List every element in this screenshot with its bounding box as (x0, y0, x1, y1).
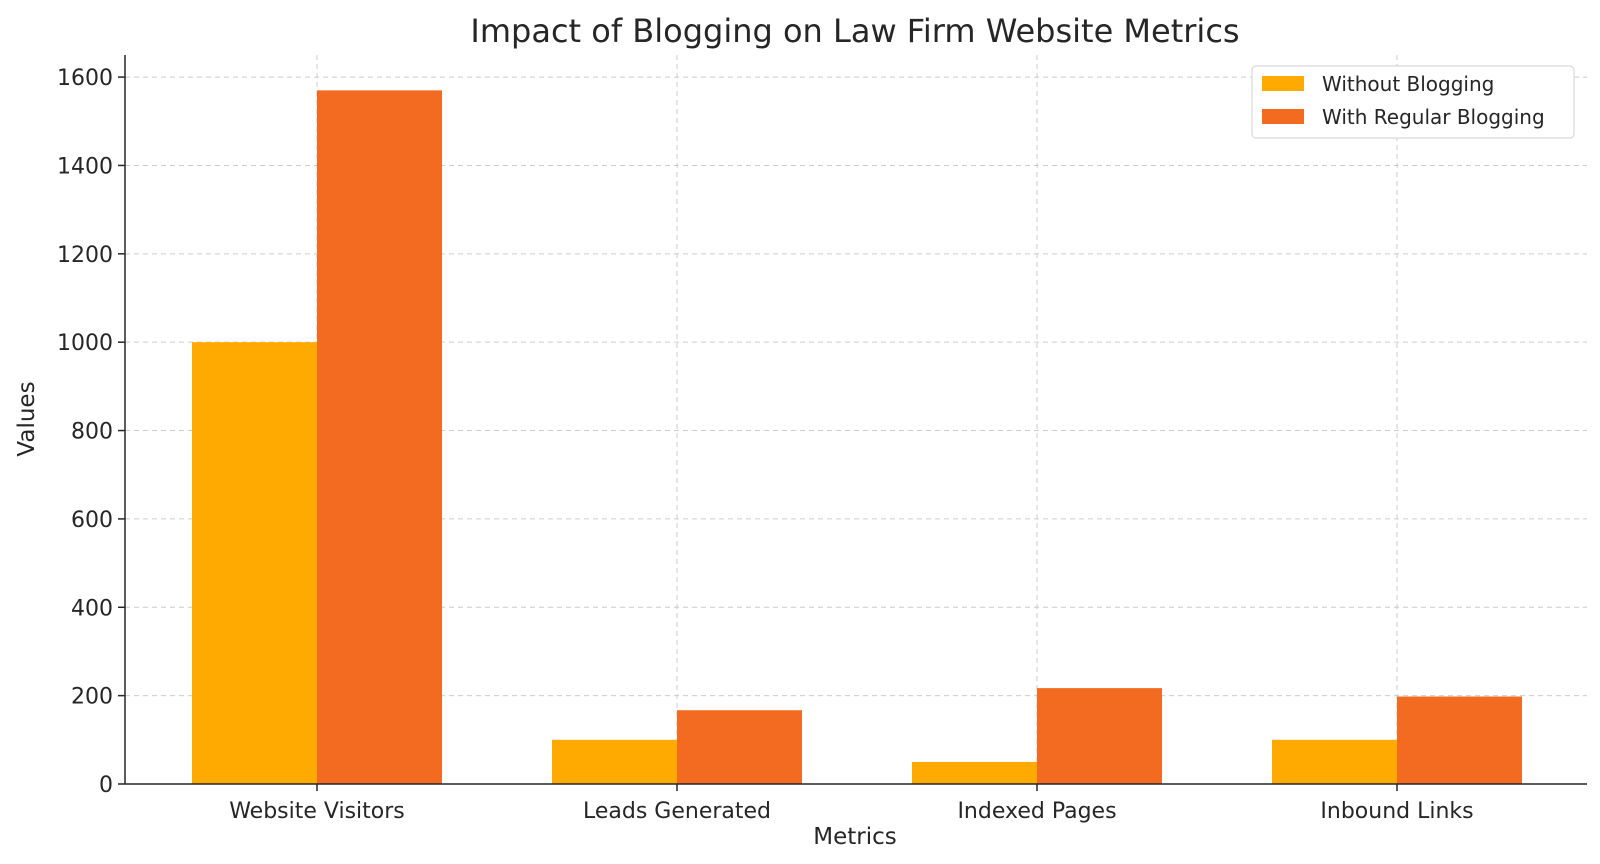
axes (118, 55, 1587, 791)
x-tick-label-inbound-links: Inbound Links (1320, 799, 1473, 824)
x-tick-label-leads-generated: Leads Generated (583, 799, 771, 824)
legend-label-with-regular-blogging: With Regular Blogging (1322, 105, 1545, 129)
y-axis-label: Values (14, 381, 40, 456)
x-tick-label-indexed-pages: Indexed Pages (957, 799, 1116, 824)
bar-with-regular-blogging-inbound-links (1397, 696, 1522, 784)
legend-frame (1251, 65, 1575, 139)
y-tick-label: 200 (71, 685, 113, 710)
y-tick-label: 1400 (57, 154, 113, 179)
x-axis-label: Metrics (813, 824, 897, 850)
y-tick-label: 0 (99, 773, 113, 798)
bars (192, 90, 1522, 784)
legend-label-without-blogging: Without Blogging (1322, 72, 1494, 96)
legend-swatch-with-regular-blogging (1262, 109, 1304, 124)
bar-without-blogging-website-visitors (192, 342, 317, 784)
bar-with-regular-blogging-indexed-pages (1037, 688, 1162, 784)
y-tick-label: 800 (71, 420, 113, 445)
legend: Without Blogging With Regular Blogging (1251, 65, 1575, 139)
y-tick-label: 1200 (57, 243, 113, 268)
y-tick-label: 400 (71, 596, 113, 621)
bar-without-blogging-inbound-links (1272, 739, 1397, 784)
y-tick-label: 1000 (57, 331, 113, 356)
bar-without-blogging-indexed-pages (912, 761, 1037, 784)
x-tick-label-website-visitors: Website Visitors (229, 799, 405, 824)
y-tick-label: 1600 (57, 66, 113, 91)
y-tick-label: 600 (71, 508, 113, 533)
bar-without-blogging-leads-generated (552, 739, 677, 784)
chart-title: Impact of Blogging on Law Firm Website M… (470, 12, 1239, 50)
tick-labels: 0 200 400 600 800 1000 1200 1400 1600 Website Vis… (57, 66, 1474, 824)
bar-with-regular-blogging-leads-generated (677, 710, 802, 784)
legend-swatch-without-blogging (1262, 76, 1304, 91)
bar-with-regular-blogging-website-visitors (317, 90, 442, 784)
